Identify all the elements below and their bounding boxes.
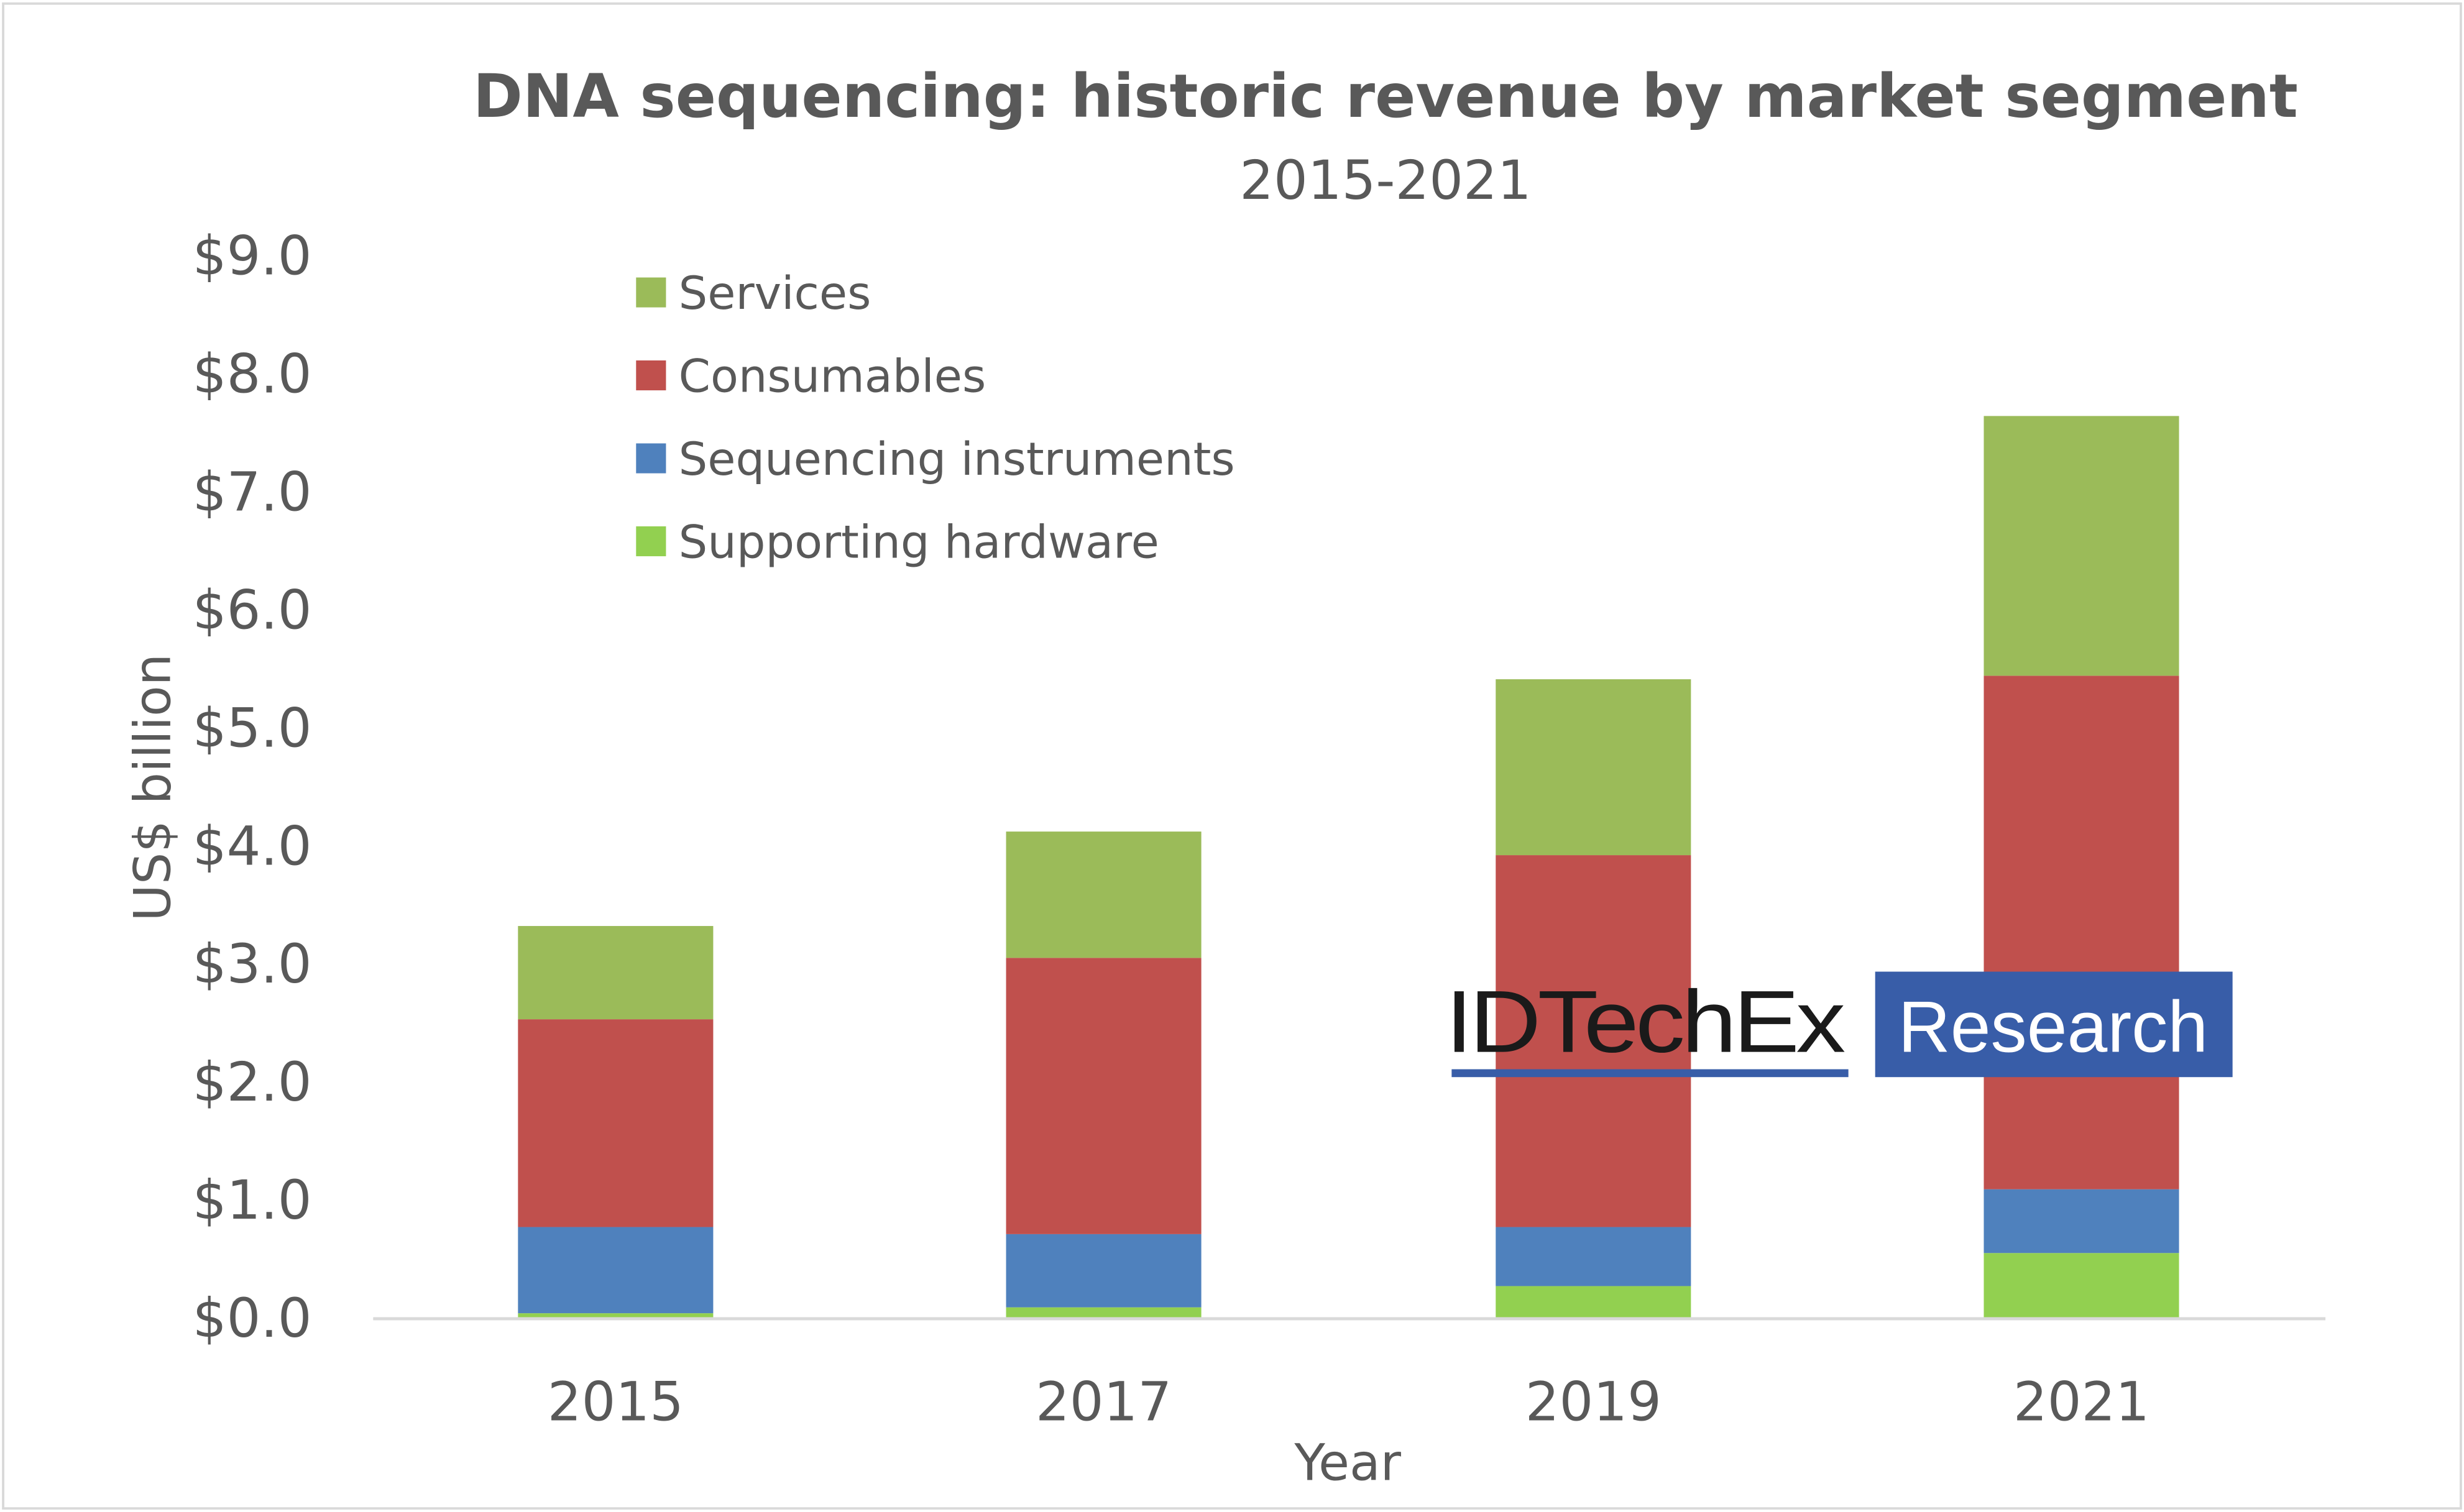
- bar-sequencing-instruments-2015: [518, 1227, 714, 1314]
- bar-consumables-2017: [1006, 958, 1202, 1234]
- y-tick-label: $4.0: [193, 815, 312, 877]
- watermark-tag: Research: [1898, 987, 2209, 1068]
- chart-title: DNA sequencing: historic revenue by mark…: [473, 62, 2298, 131]
- x-tick-label: 2021: [2013, 1371, 2149, 1433]
- x-tick-label: 2015: [548, 1371, 684, 1433]
- legend-swatch: [636, 360, 666, 391]
- y-tick-label: $2.0: [193, 1052, 312, 1114]
- legend-swatch: [636, 526, 666, 557]
- idtechex-watermark: IDTechEx Research: [1445, 971, 2233, 1078]
- y-tick-label: $0.0: [193, 1288, 312, 1350]
- chart-subtitle: 2015-2021: [1239, 150, 1531, 212]
- bar-consumables-2019: [1496, 855, 1691, 1227]
- x-tick-label: 2017: [1036, 1371, 1172, 1433]
- bar-services-2017: [1006, 832, 1202, 958]
- bar-consumables-2021: [1984, 676, 2179, 1189]
- bar-sequencing-instruments-2021: [1984, 1189, 2179, 1253]
- y-axis-label: US$ billion: [124, 654, 183, 922]
- bar-sequencing-instruments-2017: [1006, 1234, 1202, 1308]
- y-tick-label: $9.0: [193, 225, 312, 287]
- bar-services-2021: [1984, 416, 2179, 676]
- legend-label: Supporting hardware: [679, 516, 1159, 569]
- x-tick-label: 2019: [1525, 1371, 1662, 1433]
- watermark-brand: IDTechEx: [1445, 973, 1845, 1071]
- y-tick-label: $7.0: [193, 461, 312, 523]
- bar-supporting-hardware-2019: [1496, 1286, 1691, 1318]
- bar-supporting-hardware-2021: [1984, 1253, 2179, 1318]
- y-tick-label: $3.0: [193, 933, 312, 996]
- y-tick-label: $6.0: [193, 579, 312, 641]
- bar-supporting-hardware-2015: [518, 1313, 714, 1318]
- watermark-underline: [1451, 1069, 1849, 1078]
- y-tick-label: $5.0: [193, 697, 312, 759]
- legend-swatch: [636, 443, 666, 474]
- legend: Services Consumables Sequencing instrument…: [636, 267, 1235, 569]
- legend-swatch: [636, 277, 666, 308]
- bar-consumables-2015: [518, 1019, 714, 1227]
- bar-services-2015: [518, 926, 714, 1020]
- legend-label: Sequencing instruments: [679, 433, 1235, 486]
- y-tick-label: $8.0: [193, 343, 312, 405]
- y-tick-label: $1.0: [193, 1170, 312, 1232]
- legend-label: Services: [679, 267, 871, 320]
- watermark-box: [1875, 971, 2233, 1078]
- bar-services-2019: [1496, 679, 1691, 856]
- x-axis-label: Year: [1294, 1434, 1401, 1493]
- bar-sequencing-instruments-2019: [1496, 1227, 1691, 1286]
- bar-supporting-hardware-2017: [1006, 1307, 1202, 1318]
- legend-label: Consumables: [679, 351, 986, 403]
